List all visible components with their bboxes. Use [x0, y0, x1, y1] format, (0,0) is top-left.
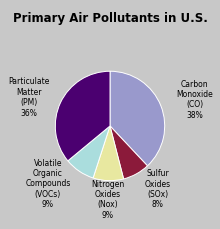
Wedge shape: [110, 71, 165, 166]
Text: Carbon
Monoxide
(CO)
38%: Carbon Monoxide (CO) 38%: [176, 80, 213, 120]
Text: Sulfur
Oxides
(SOx)
8%: Sulfur Oxides (SOx) 8%: [145, 169, 171, 209]
Wedge shape: [110, 126, 147, 179]
Wedge shape: [55, 71, 110, 161]
Text: Nitrogen
Oxides
(Nox)
9%: Nitrogen Oxides (Nox) 9%: [91, 180, 124, 220]
Wedge shape: [68, 126, 110, 178]
Text: Volatile
Organic
Compounds
(VOCs)
9%: Volatile Organic Compounds (VOCs) 9%: [25, 158, 71, 209]
Text: Particulate
Matter
(PM)
36%: Particulate Matter (PM) 36%: [8, 77, 50, 118]
Wedge shape: [93, 126, 124, 181]
Title: Primary Air Pollutants in U.S.: Primary Air Pollutants in U.S.: [13, 12, 207, 25]
